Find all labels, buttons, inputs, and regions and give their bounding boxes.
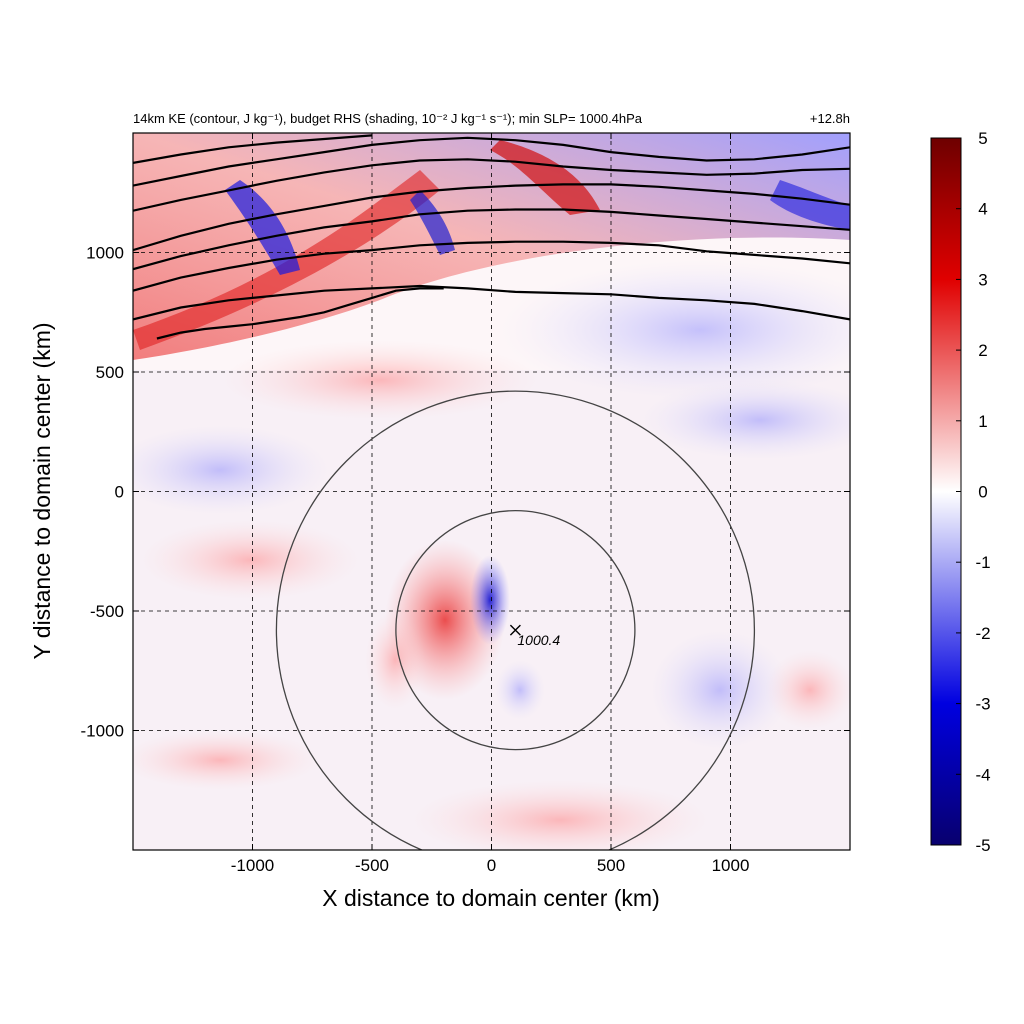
ke-contour	[133, 158, 850, 212]
x-tick-label: 500	[597, 856, 625, 875]
jet-band-blue-streak	[770, 180, 850, 230]
y-tick-label: 0	[115, 483, 124, 502]
y-tick-label: 1000	[86, 244, 124, 263]
colorbar-tick-label: 2	[978, 341, 987, 360]
x-axis: -1000 -500 0 500 1000	[231, 133, 750, 875]
y-tick-label: -500	[90, 602, 124, 621]
min-slp-label: 1000.4	[517, 632, 560, 648]
colorbar-tick-label: -2	[975, 624, 990, 643]
soft-pink-patch	[140, 520, 360, 600]
storm-blue-core	[470, 555, 510, 645]
colorbar-tick-label: -1	[975, 553, 990, 572]
jet-band-blue-streak	[225, 180, 300, 275]
colorbar-tick-label: -5	[975, 836, 990, 855]
ke-contour	[133, 183, 850, 252]
x-axis-title: X distance to domain center (km)	[322, 885, 659, 911]
soft-pink-patch	[133, 730, 320, 790]
soft-blue-patch	[133, 425, 330, 515]
storm-blue-spiral	[495, 660, 545, 720]
x-tick-label: 1000	[712, 856, 750, 875]
colorbar-tick-label: 5	[978, 129, 987, 148]
y-axis-title: Y distance to domain center (km)	[29, 322, 55, 659]
chart-title: 14km KE (contour, J kg⁻¹), budget RHS (s…	[133, 111, 643, 126]
soft-blue-patch	[500, 260, 850, 400]
jet-band-red-streak	[490, 140, 600, 215]
soft-blue-patch	[650, 630, 790, 750]
colorbar-tick-label: 3	[978, 270, 987, 289]
soft-pink-patch	[410, 780, 710, 850]
x-tick-label: -1000	[231, 856, 274, 875]
range-ring	[275, 390, 755, 850]
overlay	[133, 133, 850, 850]
colorbar-tick-label: 4	[978, 200, 987, 219]
colorbar-ticks: 5 4 3 2 1 0 -1 -2 -3 -4 -5	[956, 129, 991, 855]
jet-band-red-streak	[133, 170, 440, 350]
ke-contour	[133, 208, 850, 271]
ke-contour	[133, 240, 850, 292]
colorbar-tick-label: 1	[978, 412, 987, 431]
range-ring	[395, 509, 636, 751]
x-tick-label: -500	[355, 856, 389, 875]
x-tick-label: 0	[487, 856, 496, 875]
y-axis: -1000 -500 0 500 1000	[81, 244, 850, 741]
colorbar-tick-label: 0	[978, 483, 987, 502]
shading-field	[133, 133, 850, 850]
storm-center-marker	[509, 624, 521, 636]
storm-red-band	[365, 610, 425, 710]
soft-pink-patch	[220, 340, 540, 420]
colorbar-tick-label: -3	[975, 695, 990, 714]
ke-contour	[156, 287, 444, 340]
time-label: +12.8h	[810, 111, 850, 126]
colorbar-tick-label: -4	[975, 765, 990, 784]
y-tick-label: 500	[96, 363, 124, 382]
ke-contour	[133, 134, 373, 164]
soft-blue-patch	[640, 380, 850, 460]
ke-contour	[133, 284, 850, 321]
soft-pink-patch	[765, 650, 850, 730]
jet-band-blue-streak	[410, 190, 455, 255]
y-tick-label: -1000	[81, 722, 124, 741]
